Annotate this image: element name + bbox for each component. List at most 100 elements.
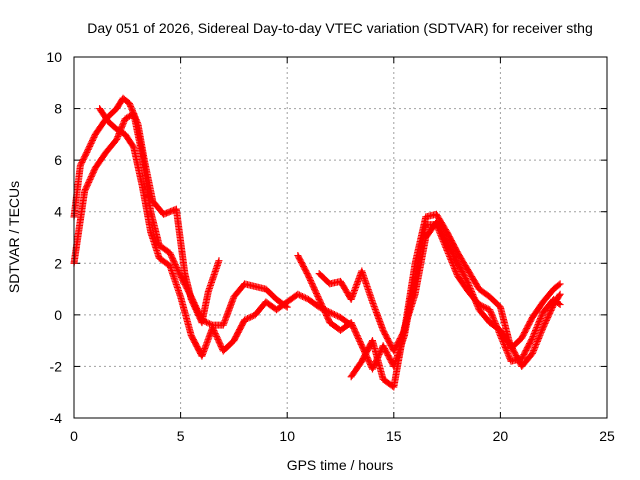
data-point	[127, 102, 135, 110]
data-point	[530, 331, 538, 339]
data-point	[533, 339, 541, 347]
y-axis-label: SDTVAR / TECUs	[6, 181, 22, 293]
data-point	[120, 118, 128, 126]
data-point	[530, 347, 538, 355]
data-point	[538, 325, 546, 333]
data-point	[469, 292, 477, 300]
data-point	[538, 327, 546, 335]
data-point	[488, 312, 496, 320]
y-tick-label: 0	[54, 307, 62, 323]
chart-title: Day 051 of 2026, Sidereal Day-to-day VTE…	[87, 20, 593, 36]
data-point	[535, 333, 543, 341]
data-point	[301, 294, 309, 302]
data-point	[528, 350, 536, 358]
data-point	[86, 141, 94, 149]
data-point	[215, 257, 223, 265]
data-points	[70, 94, 564, 391]
data-point	[465, 281, 473, 289]
x-tick-label: 10	[279, 428, 295, 444]
data-point	[532, 342, 540, 350]
data-point	[298, 292, 306, 300]
data-point	[88, 136, 96, 144]
data-point	[503, 348, 511, 356]
data-point	[537, 313, 545, 321]
x-axis-label: GPS time / hours	[287, 457, 394, 473]
data-point	[486, 306, 494, 314]
data-point	[329, 310, 337, 318]
data-point	[556, 290, 564, 298]
data-point	[481, 303, 489, 311]
data-point	[90, 133, 98, 141]
data-point	[114, 133, 122, 141]
data-point	[199, 317, 207, 325]
data-point	[89, 135, 97, 143]
data-point	[535, 334, 543, 342]
data-point	[125, 99, 133, 107]
data-point	[534, 320, 542, 328]
data-point	[529, 348, 537, 356]
data-point	[536, 316, 544, 324]
data-point	[127, 104, 135, 112]
data-point	[532, 325, 540, 333]
data-point	[241, 316, 249, 324]
y-tick-label: 4	[54, 204, 62, 220]
data-point	[294, 290, 302, 298]
x-tick-label: 5	[177, 428, 185, 444]
data-point	[530, 345, 538, 353]
series-track-e	[315, 210, 564, 355]
data-point	[332, 311, 340, 319]
data-point	[504, 350, 512, 358]
data-point	[531, 328, 539, 336]
data-point	[469, 291, 477, 299]
data-point	[470, 294, 478, 302]
data-point	[502, 345, 510, 353]
data-point	[500, 341, 508, 349]
data-point	[198, 316, 206, 324]
data-point	[483, 304, 491, 312]
data-point	[501, 342, 509, 350]
data-point	[333, 312, 341, 320]
data-point	[528, 334, 536, 342]
data-point	[488, 310, 496, 318]
data-point	[452, 268, 460, 276]
data-point	[330, 310, 338, 318]
y-tick-label: -4	[50, 410, 63, 426]
data-point	[327, 309, 335, 317]
data-point	[503, 347, 511, 355]
data-point	[126, 101, 134, 109]
data-point	[532, 340, 540, 348]
data-point	[206, 320, 214, 328]
data-point	[537, 328, 545, 336]
data-point	[486, 307, 494, 315]
data-point	[467, 286, 475, 294]
y-tick-label: 8	[54, 101, 62, 117]
data-point	[451, 266, 459, 274]
data-point	[297, 292, 305, 300]
data-point	[478, 302, 486, 310]
data-point	[505, 353, 513, 361]
data-point	[450, 263, 458, 271]
data-point	[85, 144, 93, 152]
data-point	[119, 121, 127, 129]
data-point	[474, 303, 482, 311]
y-tick-label: -2	[50, 358, 63, 374]
data-point	[300, 293, 308, 301]
series-track-f	[347, 218, 564, 391]
series-track-b	[70, 110, 291, 329]
data-point	[83, 148, 91, 156]
data-point	[489, 313, 497, 321]
data-point	[451, 265, 459, 273]
data-point	[244, 315, 252, 323]
data-point	[535, 317, 543, 325]
x-tick-label: 20	[493, 428, 509, 444]
data-point	[487, 309, 495, 317]
data-point	[536, 331, 544, 339]
data-point	[82, 150, 90, 158]
data-point	[88, 138, 96, 146]
x-tick-label: 0	[70, 428, 78, 444]
data-point	[207, 320, 215, 328]
y-tick-label: 2	[54, 255, 62, 271]
data-point	[86, 142, 94, 150]
data-point	[449, 260, 457, 268]
